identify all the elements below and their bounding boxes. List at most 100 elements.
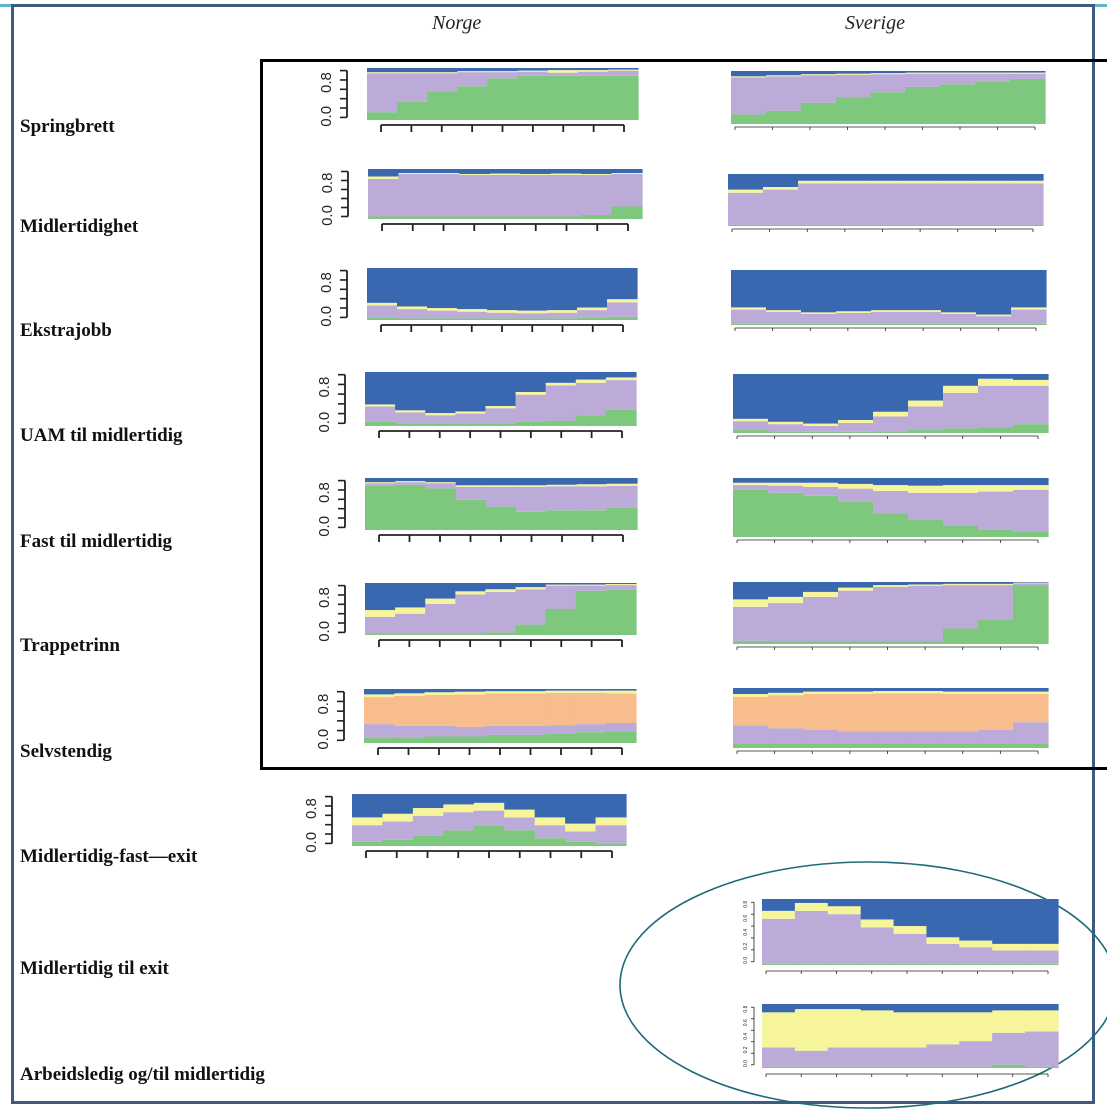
area-segment-yellow-5 [515,587,547,590]
area-segment-purple-3 [455,594,487,634]
area-segment-purple-4 [485,408,517,424]
area-segment-blue-4 [893,1004,928,1013]
area-segment-purple-7 [581,175,613,215]
area-segment-purple-0 [762,1047,796,1067]
area-segment-purple-5 [908,406,944,431]
area-segment-yellow-1 [768,692,804,696]
area-segment-blue-6 [545,372,577,383]
area-segment-purple-4 [489,175,521,217]
area-segment-green-2 [427,91,458,120]
area-segment-green-5 [908,641,944,644]
area-segment-yellow-8 [1013,582,1049,584]
area-segment-green-3 [455,633,487,635]
area-segment-purple-5 [517,71,549,76]
area-segment-orange-4 [484,693,516,726]
area-segment-yellow-5 [908,584,944,586]
area-segment-yellow-1 [766,310,802,312]
area-segment-green-8 [605,731,637,743]
area-segment-yellow-5 [926,1012,960,1045]
area-segment-yellow-8 [1011,307,1047,310]
area-segment-yellow-4 [873,485,909,491]
area-segment-blue-7 [973,174,1009,181]
area-segment-green-8 [595,843,627,846]
area-segment-yellow-8 [595,817,627,826]
area-segment-blue-4 [473,794,505,803]
area-segment-blue-3 [455,478,487,486]
area-segment-blue-2 [425,583,456,599]
stacked-area-plot-fast-til-midlertidig-norge: 0.0 0.8 [316,478,638,542]
area-segment-yellow-5 [906,310,942,312]
area-segment-yellow-4 [868,180,904,184]
area-segment-purple-1 [397,309,428,319]
area-segment-purple-5 [908,585,944,642]
area-segment-green-5 [517,75,549,120]
area-segment-purple-4 [487,72,519,79]
area-segment-yellow-7 [575,379,607,383]
y-tick-label: 0.0 [319,205,336,226]
area-segment-yellow-5 [517,70,549,72]
y-tick-label: 0.8 [316,377,333,398]
area-segment-blue-5 [515,689,546,692]
area-segment-blue-2 [427,268,458,309]
area-segment-purple-3 [838,731,874,744]
area-segment-purple-6 [547,312,578,319]
area-segment-purple-5 [908,492,944,520]
area-segment-purple-1 [395,482,427,485]
area-segment-yellow-4 [487,310,518,313]
area-segment-blue-7 [576,478,608,485]
area-segment-green-6 [545,420,577,426]
area-segment-yellow-2 [425,482,457,484]
area-segment-green-0 [352,841,384,846]
y-tick-label: 0.8 [319,173,336,194]
stacked-area-plot-uam-til-midlertidig-norge: 0.0 0.8 [316,372,637,438]
area-segment-yellow-7 [992,943,1026,951]
area-segment-yellow-6 [545,584,577,586]
area-segment-yellow-0 [733,482,769,486]
area-segment-blue-4 [873,688,909,691]
area-segment-blue-6 [943,374,979,386]
area-segment-yellow-4 [870,73,907,75]
area-segment-purple-5 [906,311,942,324]
area-segment-purple-3 [860,927,895,964]
area-segment-purple-4 [487,312,518,319]
area-segment-yellow-7 [581,174,613,175]
area-segment-blue-1 [397,268,428,307]
area-segment-purple-3 [457,311,488,319]
row-label-trappetrinn: Trappetrinn [20,635,120,656]
area-segment-green-1 [768,431,804,433]
area-segment-green-6 [959,963,993,965]
area-segment-green-2 [412,835,444,846]
area-segment-yellow-1 [768,421,804,425]
area-segment-purple-5 [520,175,552,217]
area-segment-blue-7 [577,268,608,308]
area-segment-blue-1 [765,71,802,76]
area-segment-purple-4 [870,74,907,93]
area-segment-green-4 [489,216,521,219]
area-segment-blue-6 [959,899,993,941]
area-segment-yellow-8 [1025,1010,1059,1032]
area-segment-purple-3 [838,488,874,502]
area-segment-yellow-2 [803,482,839,487]
area-segment-yellow-7 [978,691,1014,694]
area-segment-green-4 [873,431,909,433]
area-segment-blue-4 [873,582,909,586]
area-segment-purple-6 [938,183,974,225]
area-segment-green-7 [973,224,1009,226]
area-segment-yellow-8 [1013,691,1049,694]
area-segment-green-8 [1013,743,1049,748]
area-segment-green-1 [394,737,426,743]
area-segment-green-2 [803,495,839,537]
area-segment-blue-7 [575,372,607,380]
area-segment-blue-6 [545,583,577,585]
area-segment-green-6 [943,428,979,433]
area-segment-yellow-4 [487,71,519,73]
area-segment-yellow-6 [943,583,979,586]
area-segment-green-0 [368,216,400,219]
area-segment-yellow-2 [827,1009,862,1048]
area-segment-blue-1 [395,583,426,608]
area-segment-orange-0 [364,697,395,725]
area-segment-green-4 [873,641,909,644]
area-segment-green-8 [1013,585,1049,644]
area-segment-blue-8 [605,689,637,691]
area-segment-yellow-2 [427,72,458,74]
